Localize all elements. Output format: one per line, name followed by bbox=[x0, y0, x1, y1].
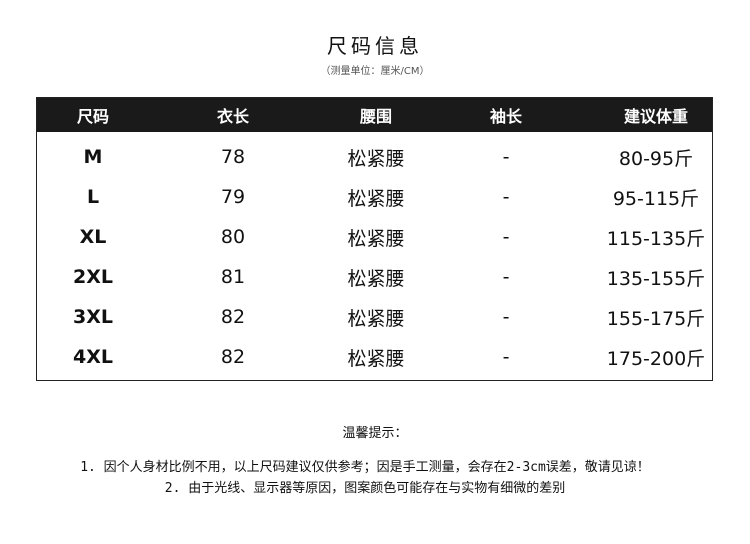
cell-waist: 松紧腰 bbox=[347, 187, 405, 210]
table-row: L 79 松紧腰 - 95-115斤 bbox=[37, 177, 712, 217]
tip-item-2: 2. 由于光线、显示器等原因，图案颜色可能存在与实物有细微的差别 bbox=[164, 481, 566, 496]
header-size: 尺码 bbox=[76, 107, 109, 126]
cell-sleeve: - bbox=[502, 186, 510, 208]
cell-sleeve: - bbox=[502, 346, 510, 368]
cell-size: 2XL bbox=[73, 266, 113, 288]
cell-weight: 80-95斤 bbox=[618, 147, 694, 170]
cell-size: L bbox=[86, 186, 100, 208]
cell-weight: 95-115斤 bbox=[612, 187, 700, 210]
size-table: 尺码 衣长 腰围 袖长 建议体重 M 78 松紧腰 - 80-95斤 L 79 松紧腰 - 95-… bbox=[36, 97, 713, 381]
cell-sleeve: - bbox=[502, 146, 510, 168]
cell-weight: 135-155斤 bbox=[606, 267, 706, 290]
page-title: 尺码信息 bbox=[327, 34, 423, 58]
cell-weight: 175-200斤 bbox=[606, 347, 706, 370]
header-sleeve: 袖长 bbox=[489, 107, 522, 126]
table-row: 2XL 81 松紧腰 - 135-155斤 bbox=[37, 257, 712, 297]
cell-waist: 松紧腰 bbox=[347, 267, 405, 290]
tip-item-1: 1. 因个人身材比例不用，以上尺码建议仅供参考；因是手工测量，会存在2-3cm误… bbox=[80, 460, 650, 475]
cell-size: 3XL bbox=[73, 306, 113, 328]
tips-title: 温馨提示： bbox=[342, 426, 408, 441]
cell-length: 80 bbox=[220, 226, 246, 248]
cell-waist: 松紧腰 bbox=[347, 307, 405, 330]
table-row: 3XL 82 松紧腰 - 155-175斤 bbox=[37, 297, 712, 337]
cell-size: M bbox=[83, 146, 103, 168]
cell-weight: 155-175斤 bbox=[606, 307, 706, 330]
cell-length: 79 bbox=[220, 186, 246, 208]
cell-weight: 115-135斤 bbox=[606, 227, 706, 250]
table-row: M 78 松紧腰 - 80-95斤 bbox=[37, 137, 712, 177]
cell-size: XL bbox=[79, 226, 107, 248]
cell-waist: 松紧腰 bbox=[347, 227, 405, 250]
table-row: 4XL 82 松紧腰 - 175-200斤 bbox=[37, 337, 712, 377]
cell-sleeve: - bbox=[502, 306, 510, 328]
cell-waist: 松紧腰 bbox=[347, 347, 405, 370]
table-row: XL 80 松紧腰 - 115-135斤 bbox=[37, 217, 712, 257]
cell-length: 78 bbox=[220, 146, 246, 168]
cell-sleeve: - bbox=[502, 266, 510, 288]
cell-sleeve: - bbox=[502, 226, 510, 248]
cell-length: 81 bbox=[220, 266, 246, 288]
cell-waist: 松紧腰 bbox=[347, 147, 405, 170]
table-header: 尺码 衣长 腰围 袖长 建议体重 bbox=[37, 98, 712, 132]
cell-size: 4XL bbox=[73, 346, 113, 368]
cell-length: 82 bbox=[220, 306, 246, 328]
header-waist: 腰围 bbox=[359, 107, 392, 126]
unit-subtitle: （测量单位：厘米/CM） bbox=[320, 66, 430, 77]
cell-length: 82 bbox=[220, 346, 246, 368]
header-weight: 建议体重 bbox=[623, 107, 688, 126]
header-length: 衣长 bbox=[216, 107, 249, 126]
